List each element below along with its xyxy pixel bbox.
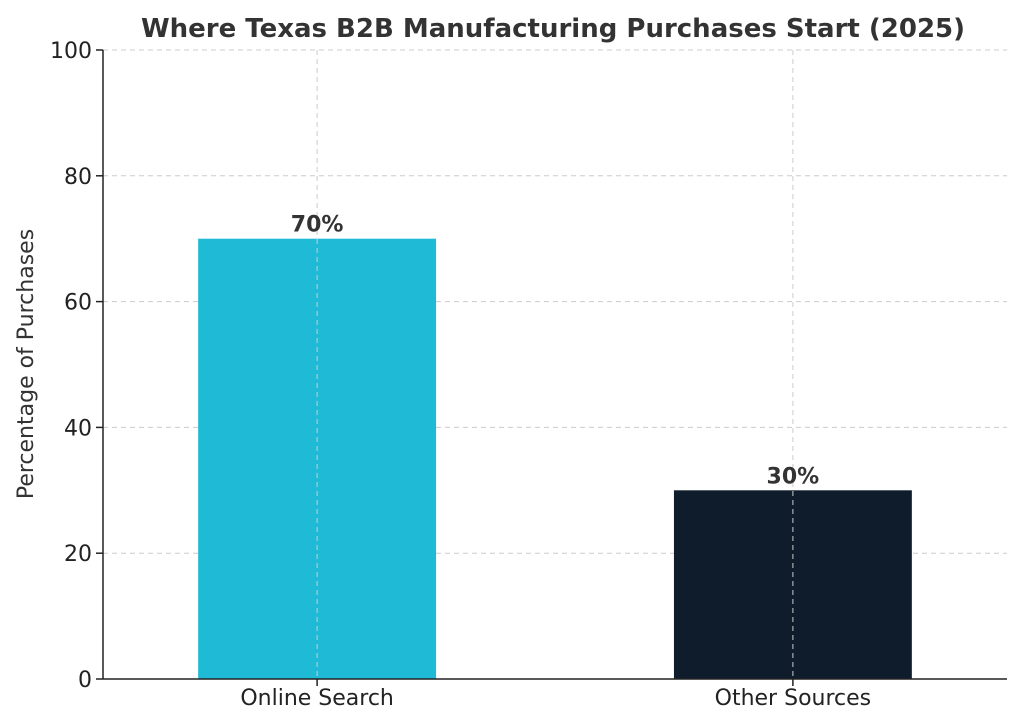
y-tick-label: 80 xyxy=(64,165,92,190)
axes: 0 20 40 60 80 100 Online Search Other Sources xyxy=(50,39,1007,711)
x-tick-label: Other Sources xyxy=(715,686,871,711)
y-tick-label: 20 xyxy=(64,542,92,567)
y-tick-label: 40 xyxy=(64,416,92,441)
bar-value-label: 30% xyxy=(767,464,820,489)
y-axis-label: Percentage of Purchases xyxy=(14,229,39,499)
vertical-grid xyxy=(316,50,794,679)
data-labels: 70% 30% xyxy=(291,213,819,490)
chart-title: Where Texas B2B Manufacturing Purchases … xyxy=(141,14,965,44)
grid xyxy=(103,49,1007,554)
y-tick-label: 60 xyxy=(64,291,92,316)
x-tick-label: Online Search xyxy=(240,686,394,711)
bar-value-label: 70% xyxy=(291,213,344,238)
y-tick-label: 0 xyxy=(78,668,92,693)
bars xyxy=(198,238,912,679)
y-tick-label: 100 xyxy=(50,39,92,64)
